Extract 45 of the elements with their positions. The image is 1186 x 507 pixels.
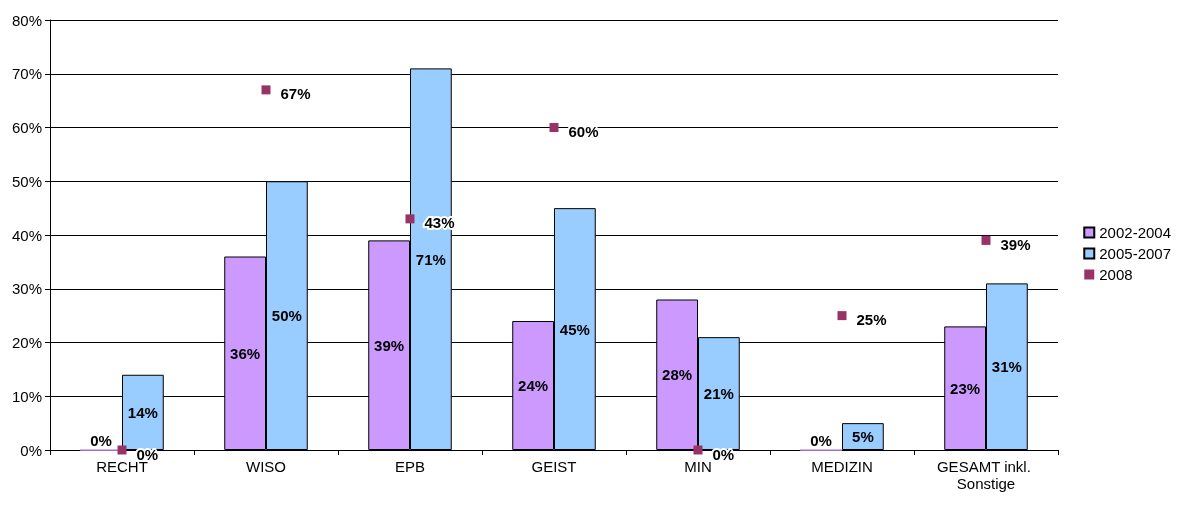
data-label: 0%	[136, 445, 159, 463]
y-tick-label: 0%	[20, 441, 42, 459]
data-label: 67%	[280, 85, 311, 103]
data-label: 0%	[90, 431, 112, 449]
data-label: 39%	[374, 336, 405, 354]
legend-label: 2002-2004	[1099, 224, 1171, 241]
point	[117, 445, 127, 455]
x-tick-label: MEDIZIN	[811, 458, 873, 475]
data-label: 71%	[415, 250, 446, 268]
x-tick-label: GEIST	[531, 458, 577, 475]
point	[405, 214, 415, 224]
legend-label: 2005-2007	[1099, 245, 1171, 262]
data-label: 0%	[810, 431, 832, 449]
data-label: 23%	[950, 379, 981, 397]
x-tick-label: GESAMT inkl. Sonstige	[936, 458, 1036, 492]
x-tick-label: MIN	[684, 458, 712, 475]
data-label: 39%	[1000, 235, 1031, 253]
data-label: 0%	[712, 445, 735, 463]
x-tick-label: EPB	[394, 458, 426, 475]
data-label: 14%	[127, 403, 158, 421]
data-label: 25%	[856, 311, 887, 329]
data-label: 45%	[559, 320, 590, 338]
data-label: 24%	[518, 377, 549, 394]
data-label: 36%	[230, 344, 261, 362]
y-tick-label: 50%	[11, 172, 42, 190]
data-label: 28%	[662, 366, 693, 384]
point	[261, 85, 271, 95]
y-tick-label: 30%	[11, 280, 42, 298]
y-tick-label: 10%	[11, 387, 42, 405]
point	[549, 123, 559, 132]
x-tick-label: WISO	[246, 458, 286, 475]
data-label: 21%	[703, 385, 734, 403]
point	[693, 445, 703, 455]
point	[981, 235, 991, 245]
data-label: 60%	[568, 123, 599, 140]
data-label: 5%	[852, 428, 874, 446]
y-tick-label: 60%	[11, 119, 42, 136]
y-tick-label: 40%	[11, 226, 42, 244]
y-tick-label: 80%	[11, 11, 42, 29]
data-label: 50%	[271, 307, 302, 325]
point	[837, 311, 847, 321]
y-tick-label: 20%	[11, 334, 42, 351]
legend-label: 2008	[1099, 266, 1133, 283]
y-tick-label: 70%	[11, 65, 42, 83]
data-label: 31%	[991, 358, 1022, 376]
